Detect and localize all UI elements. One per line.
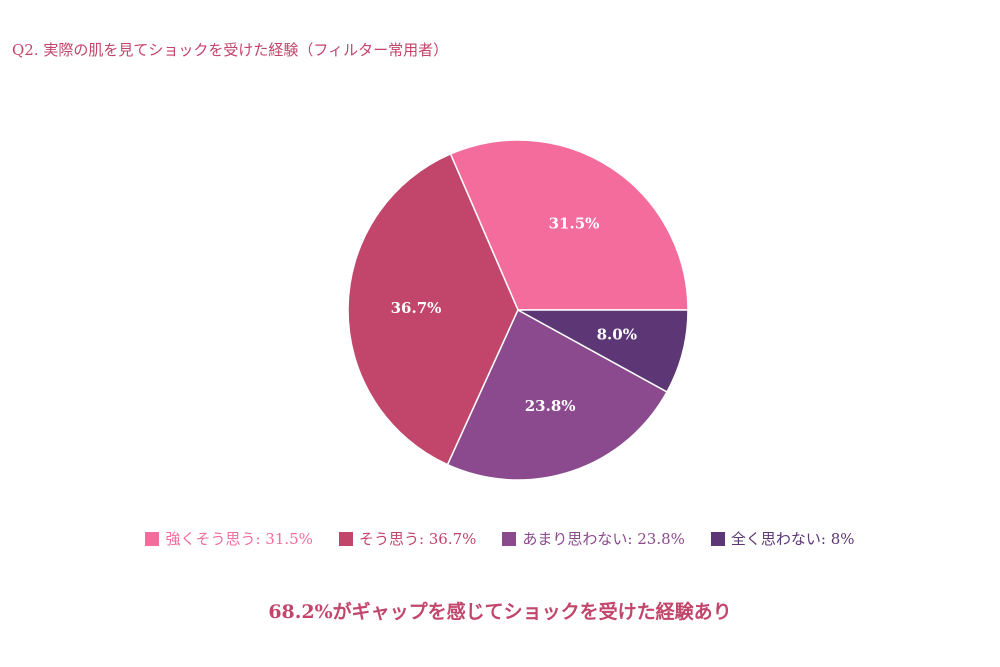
legend-item-disagree: あまり思わない: 23.8% — [502, 528, 685, 549]
legend-swatch-strongly-disagree — [710, 531, 725, 546]
legend-label-agree: そう思う: 36.7% — [358, 530, 477, 548]
pie-slice-label-agree: 36.7% — [391, 299, 442, 317]
pie-slice-agree — [347, 152, 519, 466]
legend-swatch-disagree — [502, 531, 517, 546]
legend-item-strongly-agree: 強くそう思う: 31.5% — [145, 528, 313, 549]
pie-slice-strongly-agree — [449, 139, 689, 311]
legend-item-agree: そう思う: 36.7% — [338, 528, 477, 549]
legend-label-strongly-agree: 強くそう思う: 31.5% — [165, 530, 313, 548]
pie-slice-label-strongly-disagree: 8.0% — [597, 325, 637, 343]
pie-slice-label-disagree: 23.8% — [525, 397, 576, 415]
summary-text: 68.2%がギャップを感じてショックを受けた経験あり — [268, 601, 732, 623]
legend-item-strongly-disagree: 全く思わない: 8% — [710, 528, 855, 549]
pie-slice-disagree — [446, 308, 668, 481]
pie-slice-strongly-disagree — [517, 309, 689, 393]
legend-swatch-strongly-agree — [145, 531, 160, 546]
legend: 強くそう思う: 31.5% そう思う: 36.7% あまり思わない: 23.8%… — [0, 528, 1000, 549]
pie-slice-labels: 31.5% 36.7% 23.8% 8.0% — [391, 215, 637, 415]
pie-slice-label-strongly-agree: 31.5% — [549, 215, 600, 233]
legend-label-disagree: あまり思わない: 23.8% — [522, 530, 685, 548]
legend-label-strongly-disagree: 全く思わない: 8% — [730, 530, 855, 548]
chart-title: Q2. 実際の肌を見てショックを受けた経験（フィルター常用者） — [12, 41, 449, 59]
legend-swatch-agree — [338, 531, 353, 546]
pie-slices — [347, 139, 689, 481]
